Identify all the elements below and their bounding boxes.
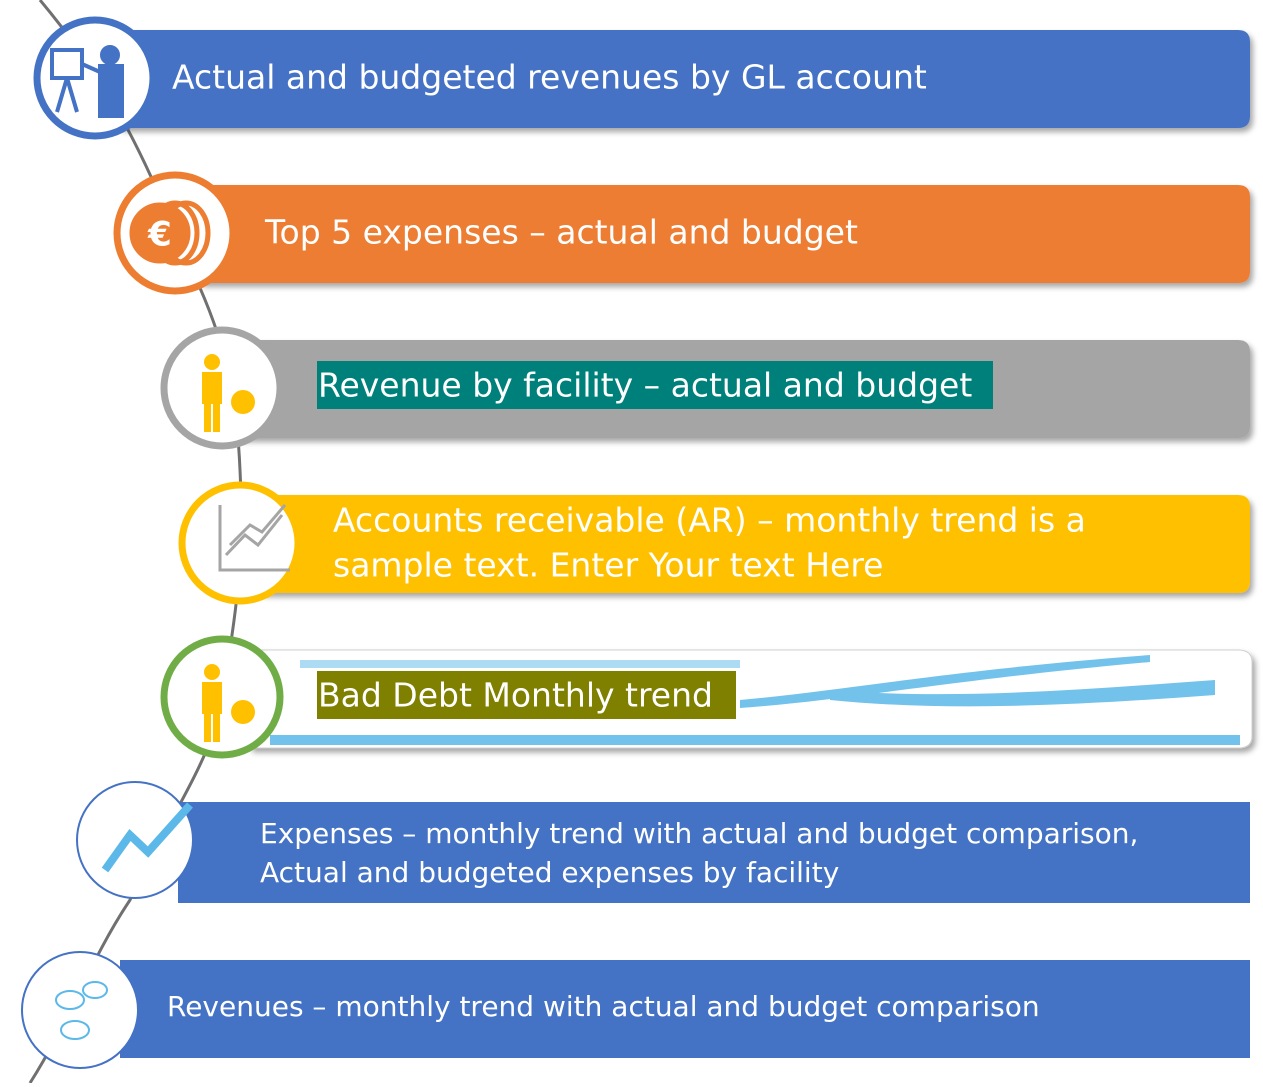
bar — [120, 960, 1250, 1058]
coins-icon — [55, 981, 108, 1040]
money-man-icon — [202, 664, 255, 742]
bar — [260, 495, 1250, 593]
item-text: sample text. Enter Your text Here — [333, 546, 883, 585]
text-highlight — [317, 671, 736, 719]
item-text: Actual and budgeted expenses by facility — [260, 856, 839, 889]
bar — [120, 30, 1250, 128]
icon-circle — [178, 481, 302, 605]
item-text: Accounts receivable (AR) – monthly trend… — [333, 501, 1086, 540]
bar — [178, 802, 1250, 903]
presenter-icon — [50, 45, 124, 118]
item-text: Expenses – monthly trend with actual and… — [260, 817, 1138, 850]
bar — [200, 185, 1250, 283]
text-highlight — [317, 361, 993, 409]
svg-text:€: € — [147, 215, 172, 255]
item-text: Top 5 expenses – actual and budget — [264, 213, 858, 252]
brush-strokes — [270, 655, 1240, 745]
item-text: Bad Debt Monthly trend — [318, 676, 713, 715]
coins-icon: € — [129, 200, 211, 266]
money-man-icon — [202, 354, 255, 432]
trend-icon — [218, 504, 290, 572]
icon-circle — [21, 951, 139, 1069]
item-text: Actual and budgeted revenues by GL accou… — [172, 58, 927, 97]
item-text: Revenues – monthly trend with actual and… — [167, 990, 1040, 1023]
trend-icon — [101, 802, 193, 873]
item-text: Revenue by facility – actual and budget — [318, 366, 972, 405]
